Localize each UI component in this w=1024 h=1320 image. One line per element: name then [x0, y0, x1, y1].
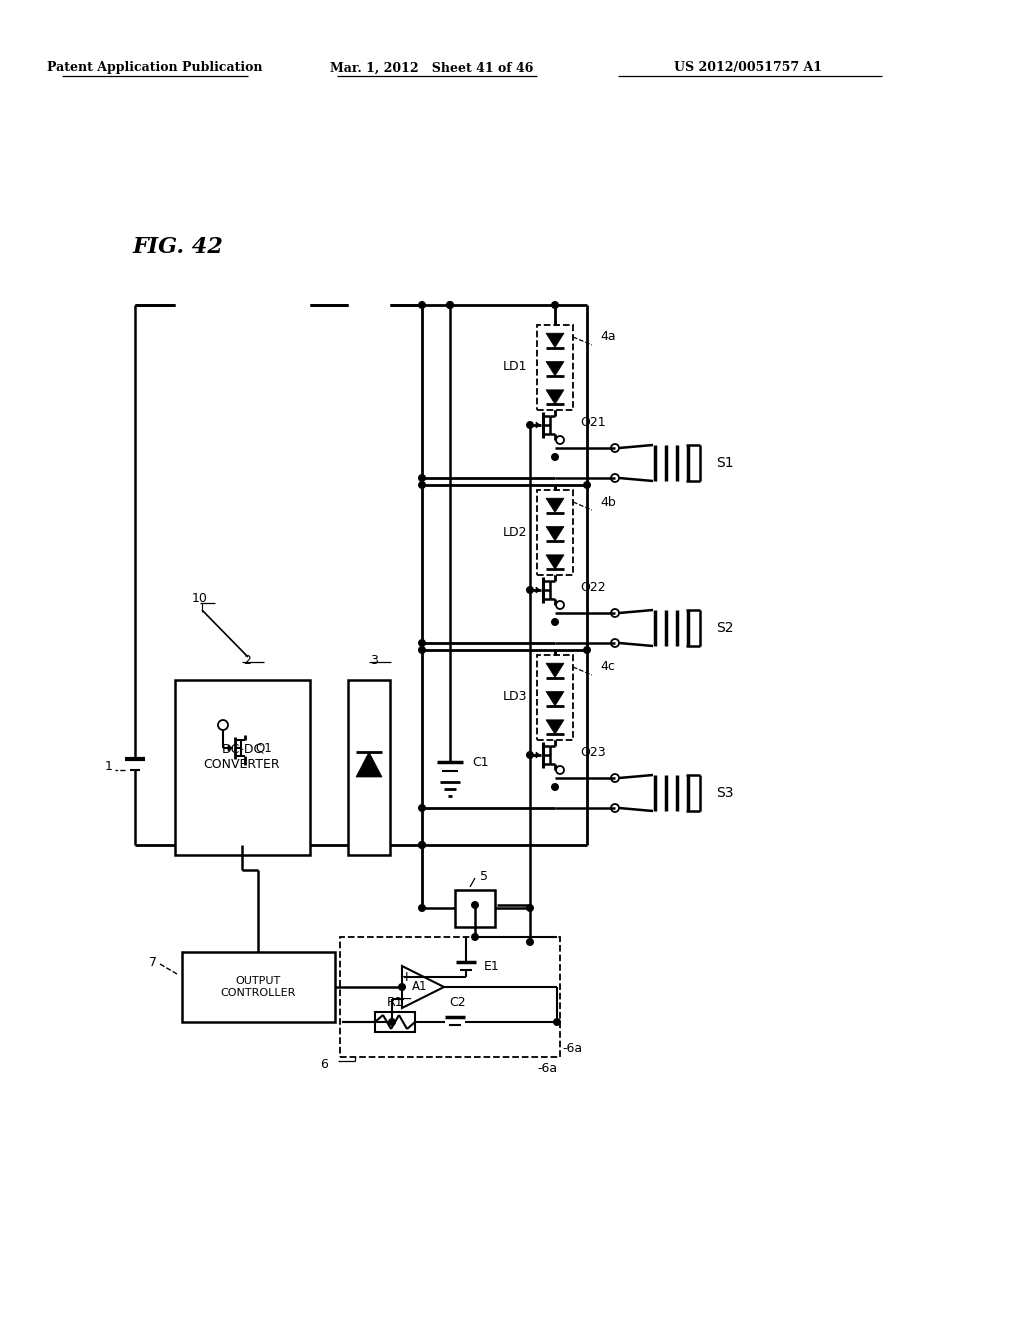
Text: Patent Application Publication: Patent Application Publication [47, 62, 263, 74]
Circle shape [611, 444, 618, 451]
Text: US 2012/0051757 A1: US 2012/0051757 A1 [674, 62, 822, 74]
Circle shape [388, 1018, 396, 1026]
Circle shape [418, 904, 426, 912]
Circle shape [551, 618, 559, 626]
Bar [537, 655, 573, 741]
Circle shape [556, 436, 564, 444]
Circle shape [556, 766, 564, 774]
Polygon shape [402, 966, 444, 1008]
Text: 4b: 4b [600, 495, 615, 508]
Circle shape [418, 474, 426, 482]
Text: −: − [400, 993, 412, 1006]
Polygon shape [356, 752, 382, 777]
Text: 3: 3 [370, 653, 378, 667]
Text: Q22: Q22 [580, 581, 605, 594]
Circle shape [418, 639, 426, 647]
Circle shape [471, 902, 479, 909]
Bar [537, 325, 573, 411]
Polygon shape [546, 692, 564, 706]
Circle shape [611, 609, 618, 616]
Text: R1: R1 [387, 995, 403, 1008]
Text: Q1: Q1 [255, 742, 271, 755]
Polygon shape [228, 744, 232, 751]
Text: S3: S3 [716, 785, 733, 800]
Text: 4a: 4a [600, 330, 615, 343]
Circle shape [611, 474, 618, 482]
Circle shape [583, 645, 591, 653]
Polygon shape [546, 333, 564, 347]
Circle shape [418, 301, 426, 309]
Text: 1: 1 [105, 760, 113, 774]
Text: FIG. 42: FIG. 42 [133, 236, 224, 257]
Text: 2: 2 [243, 653, 251, 667]
Text: S2: S2 [716, 620, 733, 635]
Bar [537, 490, 573, 576]
Polygon shape [546, 663, 564, 677]
Polygon shape [546, 362, 564, 376]
Circle shape [551, 453, 559, 461]
Circle shape [526, 751, 534, 759]
Circle shape [446, 301, 454, 309]
Circle shape [583, 480, 591, 488]
Circle shape [418, 480, 426, 488]
Circle shape [446, 301, 454, 309]
Bar [182, 952, 335, 1022]
Text: S1: S1 [716, 455, 733, 470]
Text: LD2: LD2 [503, 525, 527, 539]
Text: LD1: LD1 [503, 360, 527, 374]
Text: DC-DC
CONVERTER: DC-DC CONVERTER [204, 743, 281, 771]
Polygon shape [546, 554, 564, 569]
Polygon shape [546, 498, 564, 512]
Circle shape [526, 421, 534, 429]
Text: -6a: -6a [562, 1043, 582, 1056]
Circle shape [611, 804, 618, 812]
Circle shape [551, 783, 559, 791]
Polygon shape [546, 719, 564, 734]
Circle shape [398, 983, 406, 991]
Polygon shape [536, 752, 540, 758]
Text: LD3: LD3 [503, 690, 527, 704]
Circle shape [418, 804, 426, 812]
Bar [455, 890, 495, 927]
Text: OUTPUT
CONTROLLER: OUTPUT CONTROLLER [220, 977, 296, 998]
Polygon shape [546, 389, 564, 404]
Text: C1: C1 [472, 755, 488, 768]
Circle shape [553, 1018, 561, 1026]
Polygon shape [546, 527, 564, 541]
Bar [375, 1012, 415, 1032]
Text: E1: E1 [484, 961, 500, 974]
Circle shape [556, 601, 564, 609]
Polygon shape [536, 422, 540, 428]
Polygon shape [536, 587, 540, 593]
Bar [175, 680, 310, 855]
Text: C2: C2 [450, 995, 466, 1008]
Text: -6a: -6a [537, 1063, 557, 1076]
Bar [340, 937, 560, 1057]
Text: 4c: 4c [600, 660, 614, 673]
Circle shape [418, 841, 426, 849]
Bar [348, 680, 390, 855]
Text: Q23: Q23 [580, 746, 605, 759]
Text: +: + [400, 970, 412, 983]
Circle shape [611, 774, 618, 781]
Circle shape [418, 841, 426, 849]
Text: 5: 5 [480, 870, 488, 883]
Circle shape [418, 645, 426, 653]
Circle shape [611, 639, 618, 647]
Text: Q21: Q21 [580, 416, 605, 429]
Circle shape [526, 939, 534, 946]
Text: 7: 7 [150, 956, 157, 969]
Text: A1: A1 [413, 981, 428, 994]
Circle shape [526, 586, 534, 594]
Text: Mar. 1, 2012   Sheet 41 of 46: Mar. 1, 2012 Sheet 41 of 46 [331, 62, 534, 74]
Circle shape [526, 904, 534, 912]
Text: 6: 6 [321, 1059, 328, 1072]
Circle shape [471, 933, 479, 941]
Circle shape [218, 719, 228, 730]
Text: 10: 10 [193, 591, 208, 605]
Circle shape [551, 301, 559, 309]
